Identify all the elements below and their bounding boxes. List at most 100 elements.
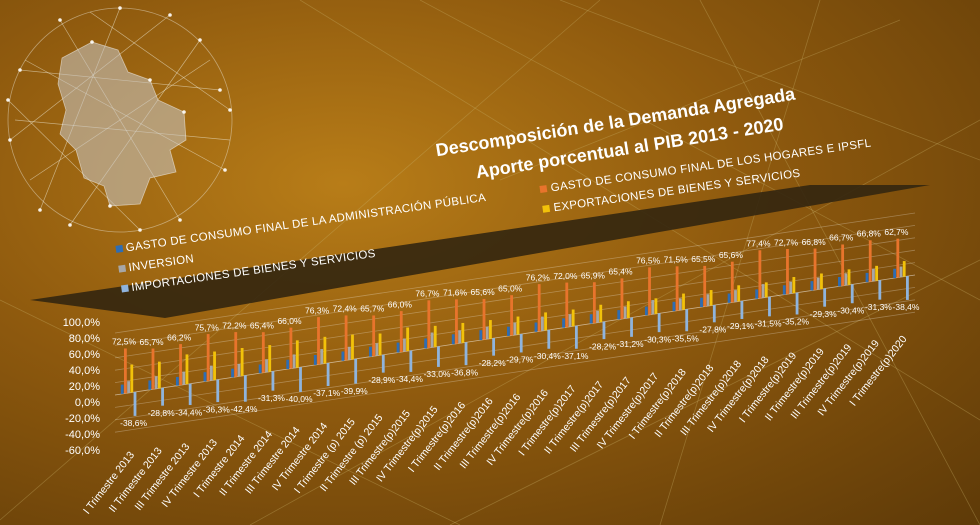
bar-exportaciones: [709, 290, 713, 306]
bar-gobierno: [148, 380, 152, 390]
gridline: [114, 225, 916, 346]
data-label-hogares: 65,4%: [608, 267, 633, 277]
data-label-importaciones: -40,0%: [286, 394, 313, 404]
legend-label-inversion: INVERSION: [128, 253, 195, 274]
data-label-hogares: 72,2%: [222, 320, 247, 330]
data-label-importaciones: -42,4%: [230, 404, 257, 414]
bar-gobierno: [479, 330, 483, 341]
bar-inversion: [816, 277, 820, 290]
bar-exportaciones: [406, 327, 410, 352]
bar-hogares: [675, 266, 679, 311]
bar-exportaciones: [764, 282, 768, 298]
data-label-importaciones: -37,1%: [313, 388, 340, 398]
bar-inversion: [375, 343, 379, 356]
data-label-importaciones: -28,9%: [368, 375, 395, 385]
gridline: [114, 311, 916, 433]
data-label-importaciones: -38,6%: [120, 418, 147, 428]
bar-gobierno: [369, 346, 372, 357]
data-label-hogares: 66,0%: [277, 316, 302, 326]
bar-hogares: [730, 261, 734, 303]
bar-inversion: [844, 273, 848, 286]
data-label-hogares: 75,7%: [195, 322, 220, 332]
bar-inversion: [623, 306, 627, 319]
bar-gobierno: [424, 338, 428, 349]
bar-exportaciones: [516, 316, 520, 335]
bar-importaciones: [188, 383, 192, 406]
bar-inversion: [127, 381, 130, 393]
bar-hogares: [289, 327, 293, 369]
data-label-hogares: 66,8%: [857, 229, 882, 239]
bar-hogares: [234, 332, 238, 377]
bar-gobierno: [451, 334, 455, 345]
gridline: [114, 212, 916, 334]
bar-importaciones: [906, 276, 909, 300]
data-label-importaciones: -33,0%: [424, 369, 451, 379]
data-label-importaciones: -31,3%: [865, 302, 892, 312]
bar-hogares: [758, 250, 762, 299]
y-tick-label: 0,0%: [75, 397, 100, 409]
bar-exportaciones: [351, 334, 354, 360]
bar-inversion: [761, 284, 765, 298]
bar-hogares: [868, 240, 872, 282]
bar-hogares: [482, 298, 486, 340]
bar-inversion: [320, 349, 324, 364]
bar-gobierno: [286, 359, 290, 370]
bar-gobierno: [589, 314, 593, 324]
data-label-hogares: 65,7%: [140, 337, 165, 347]
data-label-importaciones: -28,2%: [479, 358, 506, 368]
bar-exportaciones: [268, 345, 272, 372]
data-label-importaciones: -29,1%: [727, 321, 754, 331]
bar-hogares: [896, 238, 900, 278]
bar-importaciones: [547, 329, 551, 349]
data-label-hogares: 65,5%: [691, 254, 716, 264]
bar-importaciones: [492, 338, 496, 356]
bar-importaciones: [740, 300, 744, 319]
bar-importaciones: [354, 358, 358, 384]
legend-swatch-importaciones: [121, 284, 129, 293]
data-label-hogares: 77,4%: [746, 238, 771, 248]
bar-inversion: [540, 316, 544, 331]
data-label-hogares: 76,7%: [415, 289, 440, 299]
y-tick-label: 60,0%: [69, 349, 100, 361]
data-label-importaciones: -29,7%: [506, 355, 533, 365]
bar-inversion: [678, 298, 682, 311]
bar-hogares: [123, 348, 127, 394]
data-label-importaciones: -28,8%: [148, 408, 175, 418]
bar-gobierno: [727, 293, 731, 303]
data-label-hogares: 65,0%: [498, 283, 523, 293]
gridline: [114, 287, 916, 408]
bar-importaciones: [768, 296, 771, 317]
bar-inversion: [734, 290, 737, 302]
data-label-importaciones: -31,5%: [755, 319, 782, 329]
bar-inversion: [789, 281, 793, 294]
bar-inversion: [265, 359, 268, 373]
data-label-hogares: 62,7%: [884, 227, 909, 237]
bar-inversion: [706, 294, 710, 307]
bar-exportaciones: [157, 361, 161, 389]
data-label-hogares: 72,5%: [112, 337, 137, 347]
bar-exportaciones: [875, 265, 879, 281]
gridline: [114, 237, 916, 359]
bar-hogares: [510, 295, 513, 336]
data-label-hogares: 72,0%: [553, 271, 578, 281]
data-label-importaciones: -30,4%: [534, 351, 561, 361]
bar-inversion: [347, 346, 351, 360]
data-label-importaciones: -34,4%: [175, 407, 202, 417]
data-label-hogares: 66,2%: [167, 332, 192, 342]
bar-gobierno: [644, 306, 648, 316]
bar-gobierno: [396, 342, 400, 353]
bar-hogares: [592, 282, 596, 324]
data-label-importaciones: -35,2%: [782, 317, 809, 327]
bar-importaciones: [712, 305, 716, 323]
bar-hogares: [455, 299, 458, 344]
legend-swatch-hogares: [539, 185, 548, 193]
bar-exportaciones: [378, 333, 382, 356]
bar-inversion: [568, 314, 572, 327]
data-label-importaciones: -35,5%: [672, 333, 699, 343]
bar-gobierno: [700, 297, 703, 307]
bar-hogares: [179, 344, 182, 386]
bar-importaciones: [574, 325, 578, 349]
bar-exportaciones: [130, 364, 134, 393]
bar-exportaciones: [213, 351, 216, 381]
